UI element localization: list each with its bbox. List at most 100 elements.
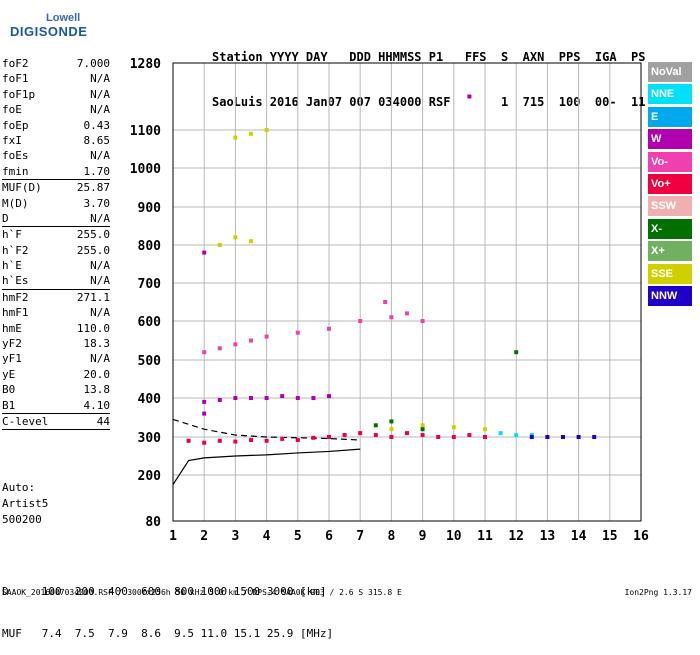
station-header: Station YYYY DAY DDD HHMMSS P1 FFS S AXN… [212, 20, 645, 125]
param-value: 4.10 [83, 398, 111, 412]
y-tick-label: 80 [145, 515, 161, 530]
y-tick-label: 1000 [130, 162, 161, 177]
param-value: 25.87 [76, 181, 110, 195]
param-value: 18.3 [83, 337, 111, 351]
data-point-vo- [405, 431, 409, 436]
param-label: B0 [2, 383, 16, 397]
separator [2, 179, 110, 181]
data-point-nnw [576, 435, 581, 439]
param-row: foE N/A [2, 102, 110, 117]
data-point-w [327, 394, 331, 399]
data-point-nnw [561, 435, 565, 439]
digisonde-logo: Lowell DIGISONDE [6, 4, 87, 40]
data-point-vo- [186, 438, 191, 443]
data-point-w [264, 396, 269, 400]
data-point-x- [514, 350, 519, 355]
data-point-w [233, 396, 238, 400]
param-value: 255.0 [76, 243, 110, 257]
data-point-vo- [327, 435, 331, 439]
param-row: foEs N/A [2, 148, 110, 163]
data-point-vo- [311, 435, 316, 440]
data-point-vo- [420, 433, 425, 438]
separator [2, 226, 110, 228]
param-label: B1 [2, 398, 16, 412]
param-label: h`Es [2, 274, 29, 288]
param-value: 1.70 [83, 164, 111, 178]
param-label: M(D) [2, 196, 29, 210]
param-label: h`E [2, 259, 22, 273]
param-row: hmF1 N/A [2, 305, 110, 320]
param-value: N/A [90, 87, 110, 101]
param-row: M(D) 3.70 [2, 196, 110, 211]
data-point-vo- [358, 319, 363, 323]
data-point-vo- [420, 319, 425, 323]
data-point-sse [217, 243, 222, 247]
param-row: yE 20.0 [2, 367, 110, 382]
header-line2: SaoLuis 2016 Jan07 007 034000 RSF 1 715 … [212, 95, 646, 109]
param-label: hmE [2, 321, 22, 335]
data-point-vo- [467, 433, 472, 438]
x-tick-label: 16 [633, 529, 649, 544]
param-label: hmF2 [2, 290, 29, 304]
param-label: foEs [2, 149, 29, 163]
param-label: foF1p [2, 87, 36, 101]
auto-label: Auto: [2, 481, 36, 494]
param-label: C-level [2, 414, 49, 428]
trace-dashed [172, 418, 361, 441]
data-point-vo- [233, 342, 238, 347]
x-tick-label: 1 [169, 529, 177, 544]
param-value: 13.8 [83, 383, 111, 397]
param-row: D N/A [2, 211, 110, 226]
param-row: B1 4.10 [2, 398, 110, 413]
data-point-sse [420, 423, 425, 428]
data-point-vo- [202, 440, 207, 445]
param-row: foEp 0.43 [2, 118, 110, 133]
data-point-sse [264, 128, 269, 132]
y-tick-label: 1280 [130, 57, 161, 72]
x-tick-label: 6 [325, 529, 333, 544]
data-point-vo- [436, 435, 441, 439]
data-point-vo- [249, 338, 253, 343]
ionogram-chart: 1 2 3 4 5 6 7 8 9 10 11 12 13 14 15 1680200300400500600… [130, 57, 649, 544]
param-value: 7.000 [76, 57, 110, 70]
param-value: N/A [90, 103, 110, 117]
y-tick-label: 600 [138, 315, 162, 330]
param-label: MUF(D) [2, 181, 42, 195]
y-tick-label: 500 [138, 354, 162, 369]
data-point-vo- [342, 433, 347, 438]
param-row: B0 13.8 [2, 382, 110, 397]
data-point-vo- [483, 435, 487, 439]
data-point-vo- [264, 438, 269, 443]
param-value: 271.1 [76, 290, 110, 304]
data-point-nne [498, 431, 503, 436]
x-tick-label: 5 [294, 529, 302, 544]
param-label: yF1 [2, 352, 22, 366]
param-label: foF1 [2, 72, 29, 86]
param-label: foF2 [2, 57, 29, 70]
auto-program: Artist5 [2, 497, 49, 510]
data-point-x- [389, 419, 394, 424]
data-point-sse [389, 427, 394, 432]
x-tick-label: 10 [446, 529, 462, 544]
y-tick-label: 800 [138, 239, 162, 254]
data-point-sse [451, 425, 456, 430]
data-point-vo- [295, 330, 300, 335]
param-label: yF2 [2, 337, 22, 351]
legend-item-sse: SSE [648, 263, 692, 284]
program-version: Ion2Png 1.3.17 [624, 588, 692, 597]
param-value: N/A [90, 259, 110, 273]
separator [2, 429, 110, 431]
param-value: 44 [96, 414, 110, 428]
param-value: N/A [90, 211, 110, 225]
param-label: D [2, 211, 9, 225]
y-tick-label: 1100 [130, 124, 161, 139]
autoscaling-info: Auto: Artist5 500200 [2, 480, 48, 528]
x-tick-label: 15 [602, 529, 618, 544]
separator [2, 288, 110, 290]
data-point-vo- [405, 311, 409, 316]
file-info: SAAOK_2016007034000.RSF / 300fx256h 50 k… [2, 588, 402, 597]
header-line1: Station YYYY DAY DDD HHMMSS P1 FFS S AXN… [212, 50, 646, 64]
legend-item-vo-: Vo+ [648, 173, 692, 194]
legend-item-vo-: Vo- [648, 151, 692, 172]
data-point-w [311, 396, 316, 400]
